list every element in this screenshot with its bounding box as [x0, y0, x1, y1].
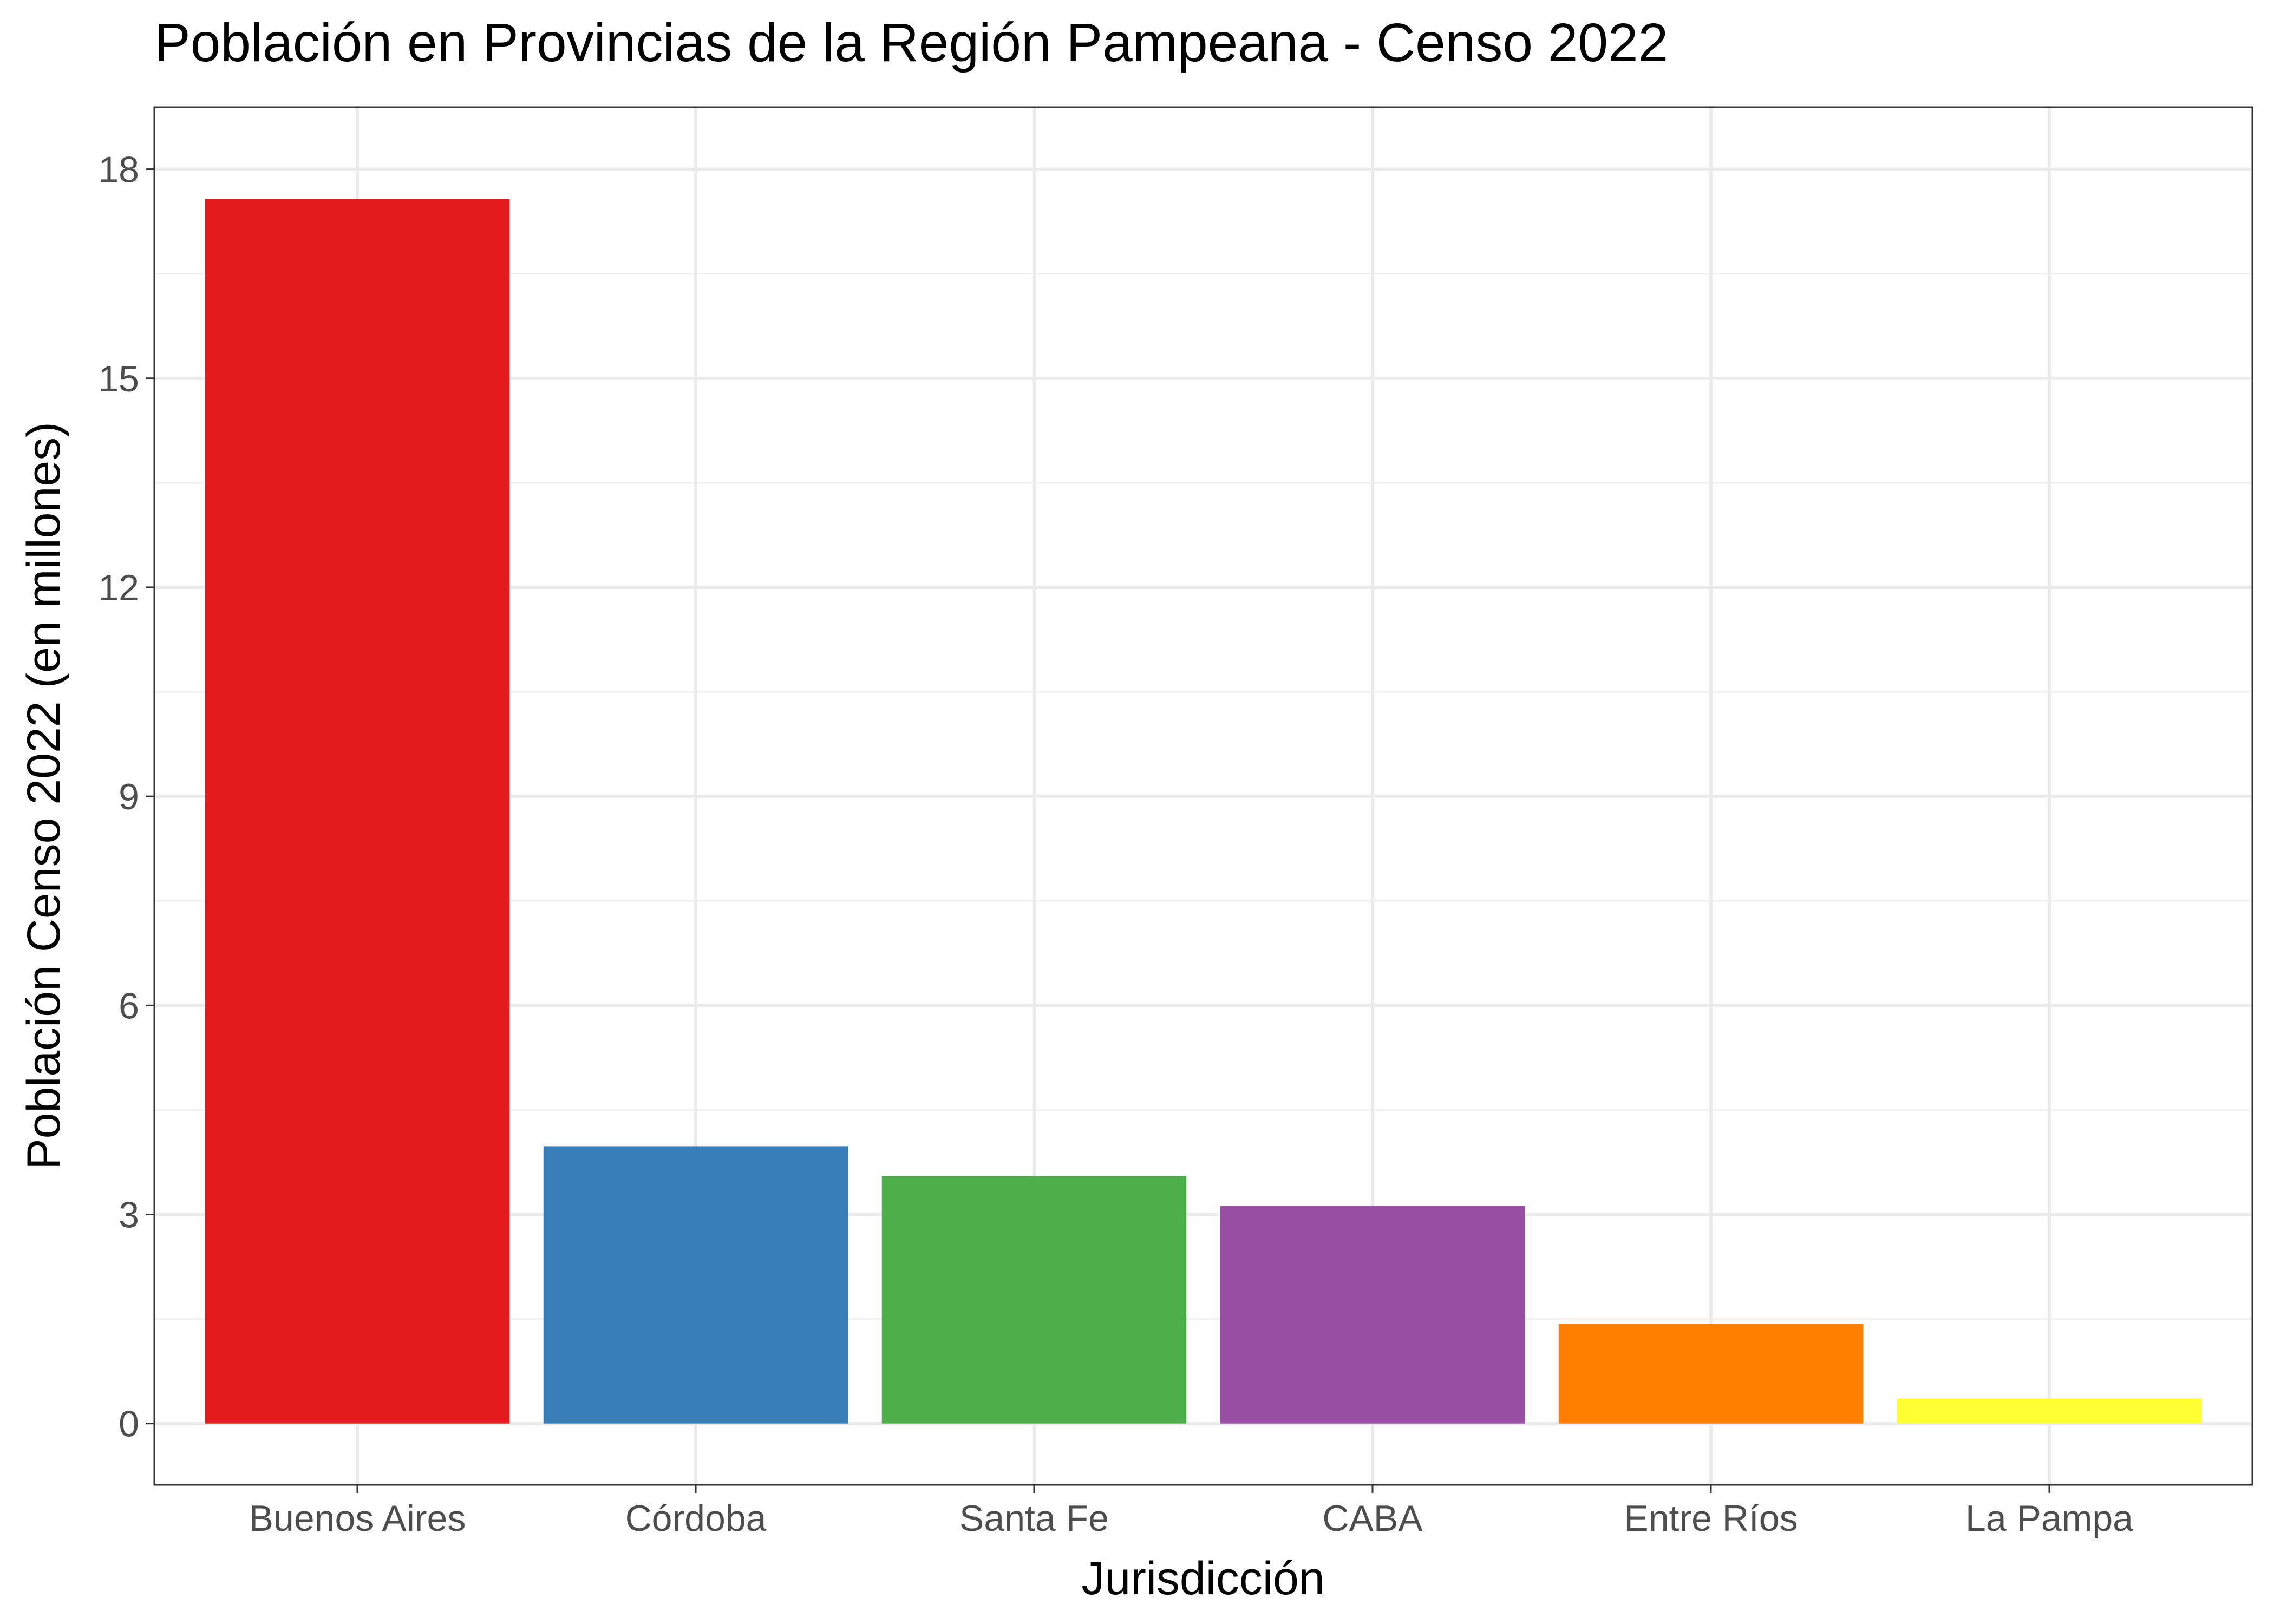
bar-buenos-aires [205, 199, 510, 1424]
y-tick-label: 12 [98, 567, 139, 608]
x-tick-label: Santa Fe [959, 1498, 1109, 1539]
x-tick-label: Entre Ríos [1624, 1498, 1798, 1539]
y-tick-label: 15 [98, 358, 139, 400]
bar-caba [1220, 1206, 1525, 1424]
bar-la-pampa [1897, 1398, 2202, 1424]
x-tick-label: Córdoba [625, 1498, 767, 1539]
y-axis: 0 3 6 9 12 15 18 [98, 149, 154, 1445]
y-tick-label: 0 [119, 1404, 139, 1445]
bar-c-rdoba [543, 1146, 848, 1424]
y-tick-label: 9 [119, 776, 139, 817]
x-axis: Buenos Aires Córdoba Santa Fe CABA Entre Río… [249, 1485, 2133, 1539]
bars-group [205, 199, 2202, 1424]
bar-santa-fe [881, 1176, 1187, 1424]
x-tick-label: Buenos Aires [249, 1498, 466, 1539]
x-tick-label: La Pampa [1965, 1498, 2133, 1539]
bar-entre-r-os [1558, 1324, 1864, 1424]
x-tick-label: CABA [1322, 1498, 1423, 1539]
y-tick-label: 18 [98, 149, 139, 191]
chart-title: Población en Provincias de la Región Pam… [154, 12, 1668, 73]
y-axis-title: Población Censo 2022 (en millones) [18, 422, 70, 1170]
y-tick-label: 6 [119, 985, 139, 1026]
y-tick-label: 3 [119, 1195, 139, 1236]
x-axis-title: Jurisdicción [1081, 1553, 1324, 1605]
